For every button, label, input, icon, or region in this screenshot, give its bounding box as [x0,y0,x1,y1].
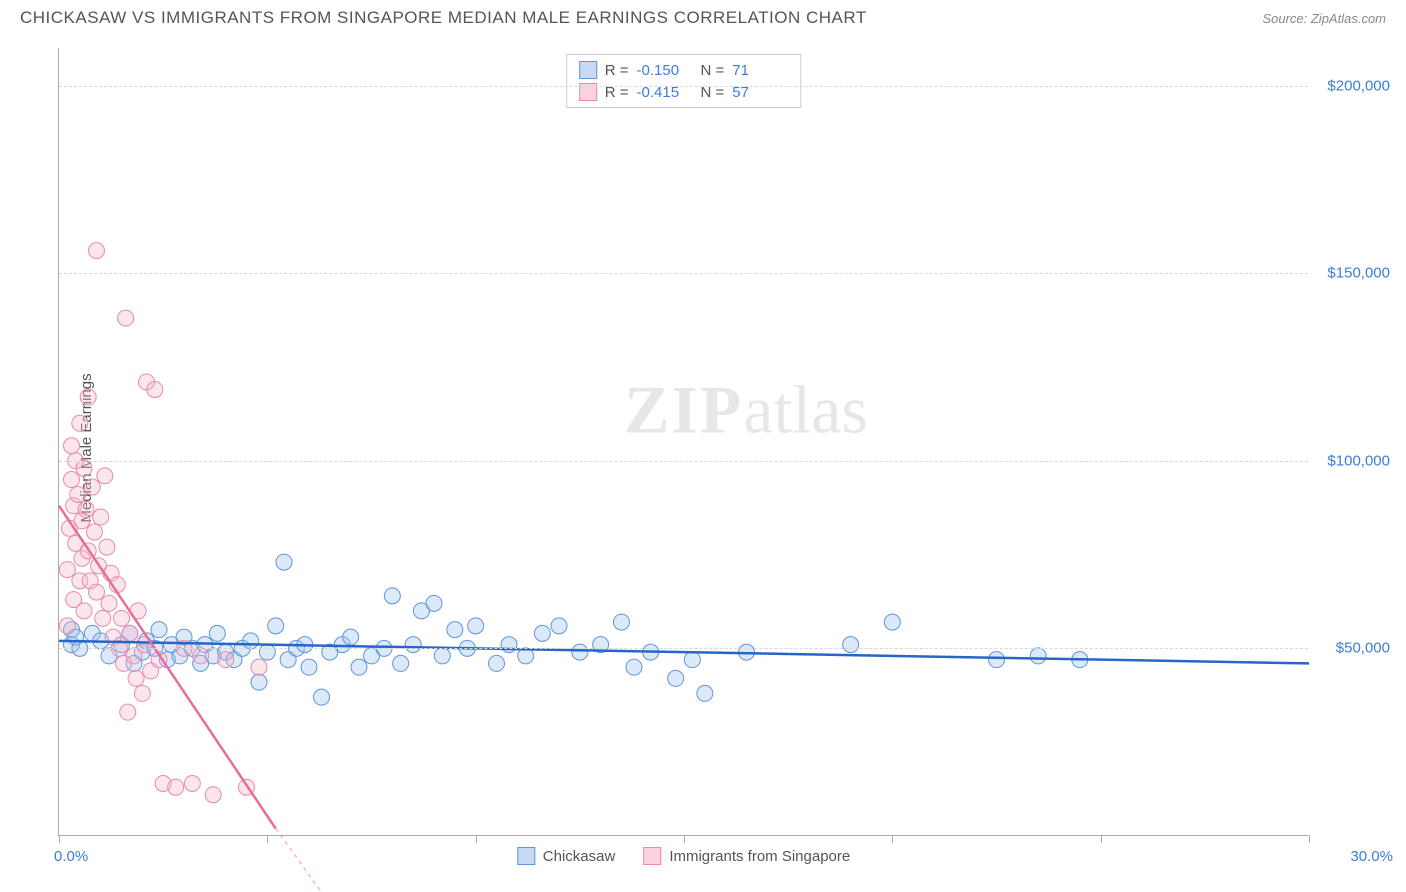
plot-area: ZIPatlas R = -0.150 N = 71 R = -0.415 N … [58,48,1308,836]
source-citation: Source: ZipAtlas.com [1262,11,1386,26]
chart-container: Median Male Earnings ZIPatlas R = -0.150… [50,48,1390,848]
swatch-pink-icon [643,847,661,865]
data-point [70,487,86,503]
data-point [989,652,1005,668]
data-point [209,625,225,641]
data-point [205,787,221,803]
data-point [843,637,859,653]
r-label: R = [605,62,629,79]
data-point [534,625,550,641]
data-point [434,648,450,664]
x-axis-min-label: 0.0% [54,848,88,865]
legend-label-series2: Immigrants from Singapore [669,848,850,865]
data-point [626,659,642,675]
data-point [393,655,409,671]
data-point [343,629,359,645]
data-point [151,622,167,638]
stats-row-series2: R = -0.415 N = 57 [579,81,789,103]
data-point [426,595,442,611]
data-point [114,610,130,626]
x-axis-max-label: 30.0% [1350,848,1393,865]
data-point [268,618,284,634]
data-point [301,659,317,675]
data-point [101,595,117,611]
data-point [76,460,92,476]
data-point [72,415,88,431]
swatch-blue-icon [517,847,535,865]
legend-item-series1: Chickasaw [517,847,616,865]
data-point [128,670,144,686]
correlation-stats-box: R = -0.150 N = 71 R = -0.415 N = 57 [566,54,802,108]
y-tick-label: $200,000 [1327,77,1390,94]
data-point [184,775,200,791]
data-point [99,539,115,555]
data-point [314,689,330,705]
scatter-plot-svg [59,48,1308,835]
data-point [614,614,630,630]
data-point [243,633,259,649]
data-point [684,652,700,668]
data-point [447,622,463,638]
n-label: N = [701,62,725,79]
legend-item-series2: Immigrants from Singapore [643,847,850,865]
chart-title: CHICKASAW VS IMMIGRANTS FROM SINGAPORE M… [20,8,867,28]
data-point [1030,648,1046,664]
y-tick-label: $50,000 [1336,640,1390,657]
data-point [193,648,209,664]
data-point [59,618,75,634]
data-point [259,644,275,660]
data-point [136,637,152,653]
data-point [884,614,900,630]
data-point [147,381,163,397]
data-point [384,588,400,604]
data-point [64,472,80,488]
data-point [218,652,234,668]
data-point [251,674,267,690]
data-point [168,779,184,795]
data-point [93,509,109,525]
data-point [551,618,567,634]
data-point [76,603,92,619]
stats-row-series1: R = -0.150 N = 71 [579,59,789,81]
n-value-series1: 71 [732,62,788,79]
data-point [251,659,267,675]
data-point [80,389,96,405]
r-value-series1: -0.150 [637,62,693,79]
data-point [134,685,150,701]
data-point [84,479,100,495]
trend-line-extrapolated [276,828,322,892]
y-tick-label: $100,000 [1327,452,1390,469]
data-point [118,310,134,326]
y-tick-label: $150,000 [1327,265,1390,282]
data-point [572,644,588,660]
data-point [489,655,505,671]
data-point [668,670,684,686]
data-point [351,659,367,675]
data-point [97,468,113,484]
data-point [86,524,102,540]
data-point [120,704,136,720]
data-point [276,554,292,570]
legend: Chickasaw Immigrants from Singapore [517,847,850,865]
legend-label-series1: Chickasaw [543,848,616,865]
data-point [89,584,105,600]
data-point [468,618,484,634]
data-point [122,625,138,641]
swatch-blue-icon [579,61,597,79]
data-point [59,562,75,578]
data-point [89,243,105,259]
data-point [405,637,421,653]
data-point [64,438,80,454]
data-point [95,610,111,626]
data-point [78,502,94,518]
chart-header: CHICKASAW VS IMMIGRANTS FROM SINGAPORE M… [0,0,1406,32]
data-point [697,685,713,701]
